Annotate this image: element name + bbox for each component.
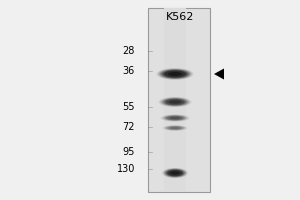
Ellipse shape — [168, 170, 182, 176]
Ellipse shape — [163, 70, 187, 78]
Ellipse shape — [169, 100, 181, 104]
Ellipse shape — [168, 170, 182, 176]
Ellipse shape — [161, 98, 189, 106]
Ellipse shape — [164, 168, 186, 178]
Ellipse shape — [166, 116, 184, 120]
Ellipse shape — [165, 169, 185, 177]
Ellipse shape — [159, 69, 191, 79]
Ellipse shape — [164, 71, 185, 77]
Text: 55: 55 — [122, 102, 135, 112]
Ellipse shape — [165, 169, 184, 177]
Ellipse shape — [167, 116, 183, 120]
Ellipse shape — [164, 98, 186, 106]
Polygon shape — [214, 68, 224, 79]
Ellipse shape — [168, 72, 182, 76]
Ellipse shape — [160, 69, 190, 79]
Ellipse shape — [166, 99, 184, 105]
Ellipse shape — [167, 170, 184, 176]
Ellipse shape — [162, 70, 188, 78]
Text: K562: K562 — [166, 12, 194, 22]
Ellipse shape — [164, 99, 186, 105]
Ellipse shape — [166, 116, 184, 120]
Ellipse shape — [160, 69, 190, 79]
Ellipse shape — [164, 169, 186, 177]
Ellipse shape — [158, 69, 192, 79]
Ellipse shape — [162, 70, 188, 78]
Text: 36: 36 — [123, 66, 135, 76]
Ellipse shape — [165, 99, 185, 105]
Ellipse shape — [168, 126, 182, 130]
Ellipse shape — [167, 116, 183, 120]
Text: 95: 95 — [123, 147, 135, 157]
Ellipse shape — [166, 169, 184, 177]
Ellipse shape — [170, 127, 180, 129]
Ellipse shape — [163, 98, 187, 106]
Ellipse shape — [161, 69, 189, 79]
Ellipse shape — [161, 70, 189, 78]
Ellipse shape — [165, 71, 185, 77]
Ellipse shape — [163, 98, 187, 106]
Text: 72: 72 — [122, 122, 135, 132]
Ellipse shape — [165, 99, 185, 105]
Text: 28: 28 — [123, 46, 135, 56]
Bar — [164, 8, 186, 192]
Ellipse shape — [162, 98, 188, 106]
Ellipse shape — [166, 169, 184, 177]
Ellipse shape — [165, 115, 185, 121]
Ellipse shape — [170, 171, 180, 175]
Ellipse shape — [166, 99, 184, 105]
Ellipse shape — [159, 69, 191, 79]
Ellipse shape — [164, 70, 187, 78]
Ellipse shape — [164, 70, 186, 78]
Ellipse shape — [162, 98, 188, 106]
Bar — [148, 8, 210, 192]
Ellipse shape — [167, 170, 183, 176]
Ellipse shape — [167, 170, 183, 176]
Text: 130: 130 — [117, 164, 135, 174]
Ellipse shape — [165, 116, 185, 120]
Ellipse shape — [164, 169, 186, 177]
Ellipse shape — [165, 169, 185, 177]
Ellipse shape — [169, 117, 181, 119]
